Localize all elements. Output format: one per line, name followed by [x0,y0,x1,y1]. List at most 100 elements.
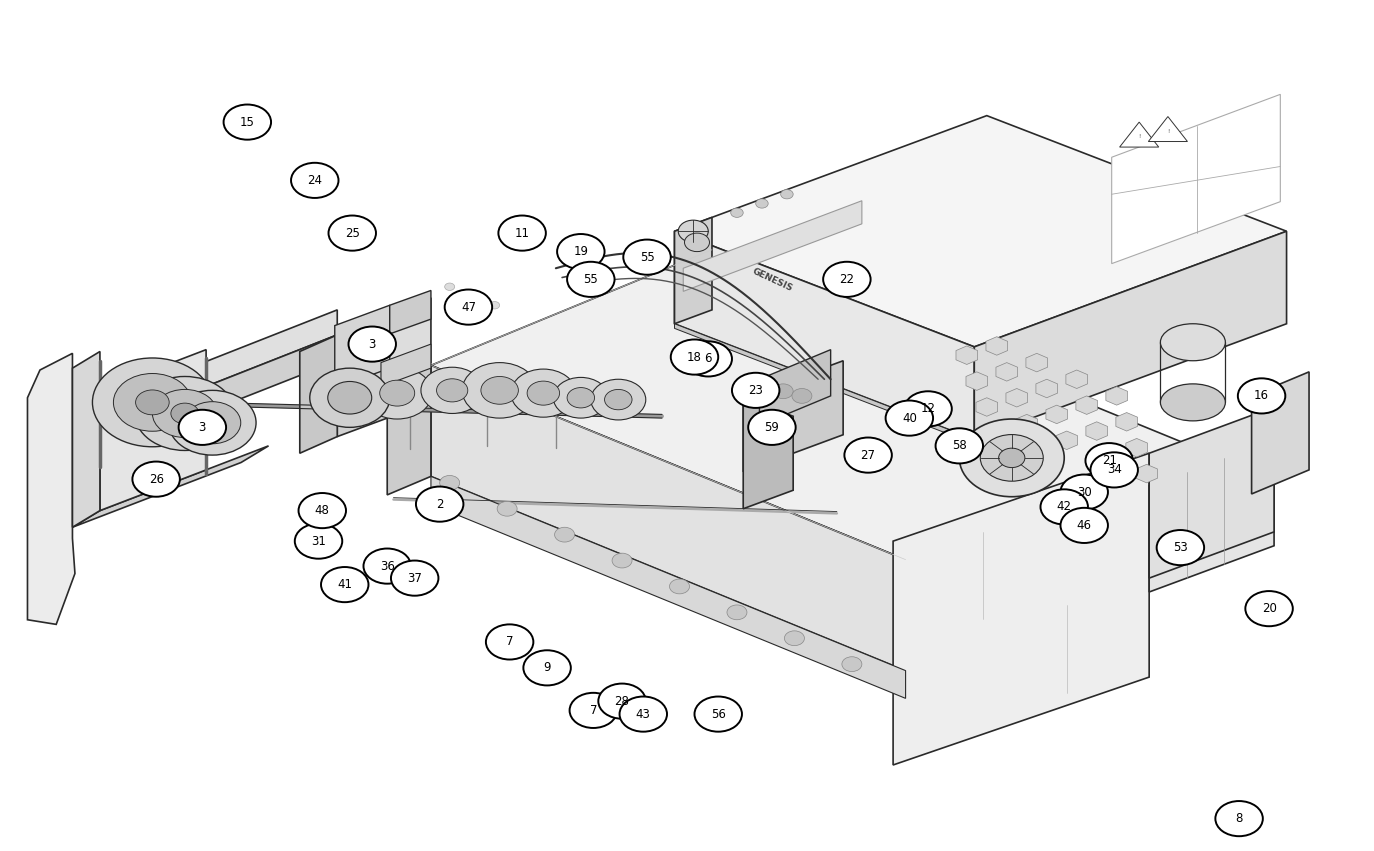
Text: 25: 25 [345,226,360,240]
Circle shape [1061,508,1107,543]
Text: 22: 22 [840,273,855,286]
Circle shape [416,487,463,522]
Circle shape [780,190,793,199]
Text: 46: 46 [1077,519,1092,532]
Circle shape [732,373,779,408]
Circle shape [114,374,191,431]
Circle shape [445,289,492,325]
Circle shape [363,368,433,419]
Circle shape [328,215,376,251]
Circle shape [959,419,1065,497]
Polygon shape [337,298,431,400]
Circle shape [567,387,595,408]
Circle shape [842,657,861,671]
Circle shape [328,381,372,414]
Circle shape [598,683,646,719]
Polygon shape [1112,94,1281,264]
Circle shape [999,448,1025,467]
Polygon shape [300,334,337,454]
Circle shape [153,390,217,437]
Circle shape [170,403,199,424]
Circle shape [392,561,438,596]
Text: 37: 37 [407,572,422,585]
Circle shape [1091,453,1138,488]
Ellipse shape [1161,384,1226,421]
Text: 3: 3 [368,338,376,351]
Text: 40: 40 [901,412,916,425]
Circle shape [567,262,614,297]
Ellipse shape [1161,323,1226,361]
Circle shape [785,631,804,646]
Circle shape [624,240,671,275]
Circle shape [497,501,517,517]
Text: 6: 6 [705,352,712,365]
Polygon shape [27,353,76,625]
Circle shape [754,380,775,394]
Text: 7: 7 [506,636,514,648]
Circle shape [169,391,256,455]
Circle shape [684,233,709,252]
Polygon shape [1066,370,1088,389]
Circle shape [392,364,407,375]
Text: GENESIS: GENESIS [750,267,794,294]
Circle shape [489,301,500,309]
Text: 12: 12 [921,403,936,415]
Text: 53: 53 [1173,541,1187,554]
Circle shape [499,215,545,251]
Circle shape [467,292,477,300]
Polygon shape [1076,396,1098,414]
Circle shape [570,693,617,728]
Polygon shape [905,444,1187,671]
Circle shape [936,428,982,464]
Circle shape [1238,379,1285,414]
Circle shape [620,696,666,732]
Text: 16: 16 [1254,390,1270,403]
Polygon shape [100,350,206,511]
Text: 43: 43 [636,707,651,721]
Text: 21: 21 [1102,454,1117,467]
Polygon shape [1136,465,1157,483]
Polygon shape [996,363,1018,381]
Circle shape [684,341,732,376]
Text: 47: 47 [460,300,475,314]
Circle shape [184,402,240,443]
Circle shape [440,476,460,490]
Polygon shape [976,397,998,416]
Circle shape [349,327,396,362]
Circle shape [511,369,576,417]
Text: 34: 34 [1106,464,1121,477]
Circle shape [1245,591,1293,626]
Circle shape [528,381,559,405]
Polygon shape [335,306,390,389]
Text: 3: 3 [199,421,206,434]
Polygon shape [743,361,844,471]
Circle shape [179,410,227,445]
Polygon shape [73,351,100,528]
Polygon shape [760,350,831,426]
Text: 59: 59 [764,421,779,434]
Circle shape [295,523,342,559]
Polygon shape [1149,439,1274,592]
Polygon shape [956,346,978,364]
Circle shape [611,553,632,568]
Circle shape [727,605,747,620]
Circle shape [555,528,574,542]
Polygon shape [137,310,337,414]
Polygon shape [337,334,387,437]
Circle shape [731,208,743,217]
Circle shape [92,358,213,447]
Text: 48: 48 [315,504,330,517]
Circle shape [224,105,271,140]
Text: !: ! [1167,129,1169,134]
Text: 41: 41 [337,578,352,591]
Polygon shape [1006,389,1028,407]
Circle shape [201,414,224,431]
Circle shape [980,435,1043,481]
Text: 31: 31 [311,534,326,548]
Circle shape [671,340,719,374]
Polygon shape [974,231,1286,439]
Circle shape [1157,530,1204,565]
Polygon shape [1120,122,1158,147]
Circle shape [605,390,632,410]
Text: 15: 15 [240,116,254,129]
